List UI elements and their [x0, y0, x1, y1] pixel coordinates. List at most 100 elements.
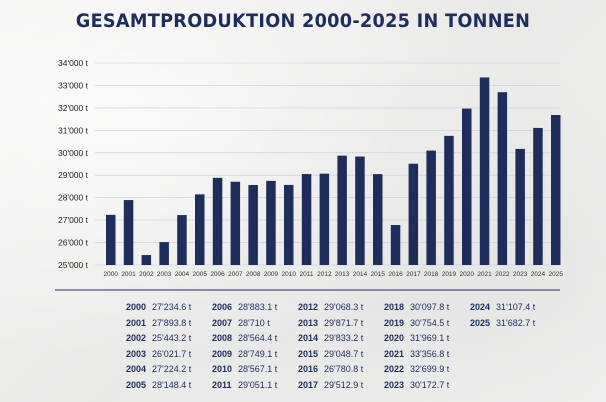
table-year: 2025 — [470, 317, 491, 328]
bar-2012 — [319, 173, 330, 265]
table-value: 30'097.8 t — [410, 302, 450, 312]
bar-2016 — [390, 225, 401, 265]
table-value: 27'224.2 t — [152, 364, 192, 374]
table-entry: 2008 28'564.4 t — [212, 330, 277, 346]
x-tick-label: 2014 — [353, 271, 368, 278]
table-year: 2019 — [384, 317, 405, 328]
y-tick-label: 33'000 t — [58, 80, 89, 90]
bar-2009 — [266, 180, 276, 265]
table-entry: 2013 29'871.7 t — [298, 315, 363, 331]
table-year: 2009 — [212, 348, 233, 359]
x-tick-label: 2023 — [513, 271, 528, 278]
table-entry: 2011 29'051.1 t — [212, 377, 277, 393]
bar-2013 — [337, 155, 347, 265]
x-tick-label: 2024 — [531, 271, 546, 278]
bar-2025 — [551, 115, 561, 265]
table-value: 29'871.7 t — [324, 317, 364, 328]
table-year: 2012 — [298, 302, 319, 312]
table-year: 2000 — [126, 302, 147, 312]
bar-2002 — [141, 255, 152, 265]
x-tick-label: 2009 — [264, 271, 279, 278]
x-tick-label: 2015 — [371, 271, 386, 278]
x-tick-label: 2003 — [157, 271, 172, 278]
y-tick-label: 30'000 t — [58, 148, 89, 158]
x-tick-label: 2008 — [246, 271, 261, 278]
bar-2005 — [195, 194, 205, 265]
table-year: 2015 — [298, 348, 319, 359]
bar-2004 — [177, 215, 187, 265]
table-value: 28'710 t — [238, 317, 270, 328]
y-tick-label: 34'000 t — [58, 58, 89, 68]
y-tick-label: 29'000 t — [58, 170, 89, 180]
x-tick-label: 2002 — [139, 271, 154, 278]
table-value: 30'754.5 t — [410, 317, 450, 328]
y-tick-label: 32'000 t — [58, 103, 89, 113]
table-year: 2001 — [126, 317, 147, 328]
table-value: 29'512.9 t — [324, 379, 364, 390]
x-tick-label: 2019 — [442, 271, 457, 278]
x-tick-label: 2012 — [317, 271, 332, 278]
bar-2003 — [159, 242, 169, 265]
table-entry: 2023 30'172.7 t — [384, 377, 449, 393]
table-entry: 2002 25'443.2 t — [126, 330, 191, 346]
table-value: 30'172.7 t — [410, 379, 450, 390]
table-year: 2018 — [384, 302, 405, 312]
table-year: 2003 — [126, 348, 147, 359]
table-year: 2017 — [298, 379, 319, 390]
table-entry: 2015 29'048.7 t — [298, 346, 363, 362]
bar-2011 — [301, 174, 312, 265]
x-tick-label: 2010 — [282, 271, 297, 278]
bar-2000 — [106, 214, 116, 265]
y-tick-label: 25'000 t — [58, 260, 89, 270]
table-value: 32'699.9 t — [410, 364, 450, 374]
bar-2007 — [230, 181, 241, 265]
table-year: 2007 — [212, 317, 233, 328]
table-value: 28'749.1 t — [238, 348, 278, 359]
table-year: 2022 — [384, 364, 405, 374]
table-entry: 2024 31'107.4 t — [470, 299, 535, 315]
table-entry: 2014 29'833.2 t — [298, 330, 363, 346]
table-entry: 2018 30'097.8 t — [384, 299, 449, 315]
table-entry: 2020 31'969.1 t — [384, 330, 449, 346]
bar-2023 — [515, 148, 525, 265]
table-value: 33'356.8 t — [410, 348, 450, 359]
table-value: 31'107.4 t — [496, 302, 536, 312]
y-tick-label: 28'000 t — [58, 193, 89, 203]
x-tick-label: 2016 — [388, 271, 403, 278]
table-year: 2021 — [384, 348, 405, 359]
x-tick-label: 2001 — [121, 271, 136, 278]
bar-2024 — [533, 127, 543, 266]
table-year: 2020 — [384, 333, 405, 343]
y-tick-label: 27'000 t — [58, 215, 89, 225]
x-tick-label: 2018 — [424, 271, 439, 278]
bar-2019 — [444, 135, 454, 265]
y-tick-label: 31'000 t — [58, 125, 89, 135]
table-value: 29'833.2 t — [324, 333, 364, 343]
table-entry: 2001 27'893.8 t — [126, 315, 191, 331]
table-year: 2006 — [212, 302, 233, 312]
x-tick-label: 2013 — [335, 271, 350, 278]
x-tick-label: 2025 — [549, 271, 564, 278]
bar-2001 — [123, 200, 134, 265]
bar-2022 — [497, 92, 508, 265]
x-tick-label: 2022 — [495, 271, 510, 278]
table-entry: 2010 28'567.1 t — [212, 361, 277, 377]
x-tick-label: 2004 — [175, 271, 190, 278]
x-tick-label: 2017 — [406, 271, 421, 278]
table-entry: 2006 28'883.1 t — [212, 299, 277, 315]
table-entry: 2017 29'512.9 t — [298, 377, 363, 393]
y-tick-label: 26'000 t — [58, 238, 89, 248]
x-tick-label: 2005 — [193, 271, 208, 278]
x-tick-label: 2021 — [477, 271, 492, 278]
table-value: 28'564.4 t — [238, 333, 278, 343]
table-value: 28'148.4 t — [152, 379, 192, 390]
bar-2006 — [212, 177, 223, 265]
bar-2018 — [426, 150, 436, 265]
table-value: 31'969.1 t — [410, 333, 450, 343]
table-value: 29'051.1 t — [238, 379, 278, 390]
table-value: 26'021.7 t — [152, 348, 192, 359]
table-year: 2013 — [298, 317, 319, 328]
table-year: 2014 — [298, 333, 319, 343]
x-tick-label: 2007 — [228, 271, 243, 278]
table-entry: 2005 28'148.4 t — [126, 377, 191, 393]
